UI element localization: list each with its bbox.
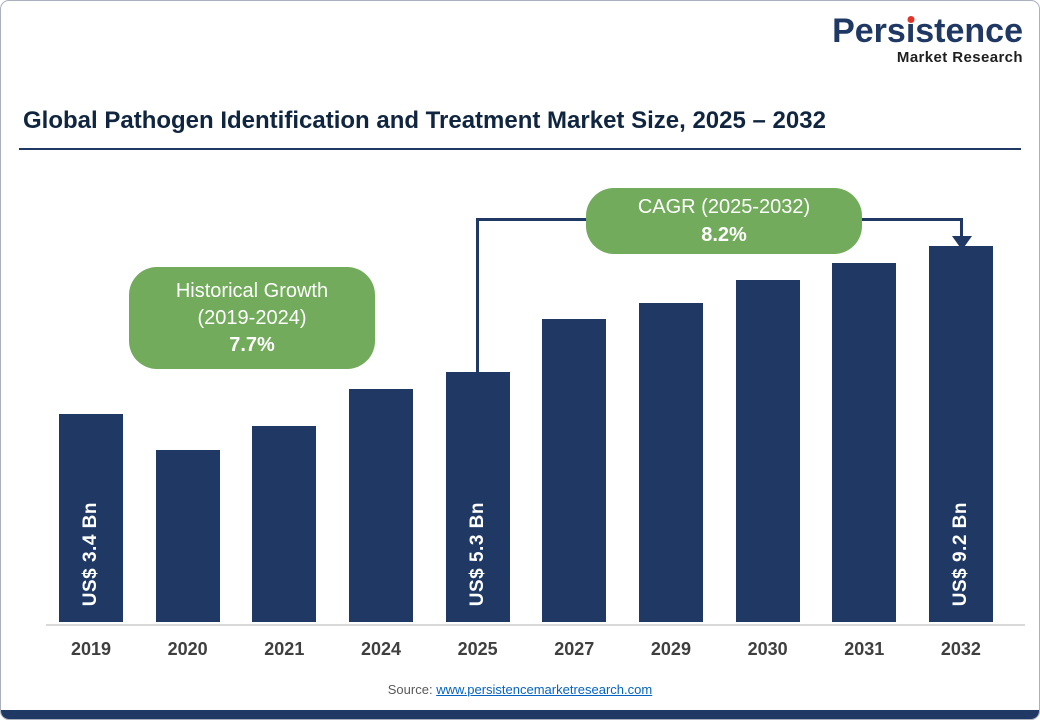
brand-logo: Persı stence Market Research (832, 14, 1023, 65)
bar-2021 (252, 426, 317, 622)
brand-wordmark: Persı stence (832, 14, 1023, 48)
historical-growth-line2: (2019-2024) (197, 306, 307, 329)
page-title: Global Pathogen Identification and Treat… (23, 107, 826, 134)
year-label-2030: 2030 (747, 639, 788, 659)
year-label-2020: 2020 (167, 639, 208, 659)
historical-growth-value: 7.7% (229, 333, 275, 356)
bar-slot-2032: US$ 9.2 Bn (928, 246, 993, 622)
bar-slot-2020 (155, 450, 220, 622)
bar-2020 (155, 450, 220, 622)
red-dot-icon (907, 16, 915, 23)
title-underline (19, 148, 1021, 150)
bar-2031 (832, 263, 897, 622)
years-row: 2019 2020 2021 2024 2025 2027 2029 2030 2031 2032 (59, 639, 993, 660)
source-label: Source: (387, 682, 437, 697)
connector-line-left-horizontal (476, 218, 592, 221)
bar-value-label-2032: US$ 9.2 Bn (949, 501, 971, 606)
historical-growth-callout: Historical Growth (2019-2024) 7.7% (129, 267, 375, 369)
bar-slot-2030 (735, 280, 800, 622)
x-axis-line (46, 624, 1025, 626)
bar-slot-2021 (252, 426, 317, 622)
bar-value-label-2025: US$ 5.3 Bn (466, 501, 488, 606)
connector-line-2032-vertical (960, 218, 963, 238)
year-label-2019: 2019 (70, 639, 112, 659)
year-label-2032: 2032 (940, 639, 981, 659)
brand-wordmark-pre: Pers (832, 12, 906, 50)
bar-slot-2029 (638, 303, 703, 622)
bottom-accent-bar (1, 710, 1039, 719)
bar-2019: US$ 3.4 Bn (59, 414, 123, 622)
source-line: Source: www.persistencemarketresearch.co… (1, 682, 1039, 697)
bar-2029 (638, 303, 703, 622)
bar-slot-2019: US$ 3.4 Bn (59, 414, 123, 622)
year-label-2025: 2025 (457, 639, 498, 659)
cagr-line1: CAGR (2025-2032) (637, 196, 811, 218)
bar-2025: US$ 5.3 Bn (445, 372, 510, 622)
brand-wordmark-post: stence (915, 12, 1023, 50)
brand-i-letter: ı (906, 14, 915, 48)
historical-growth-line1: Historical Growth (175, 279, 329, 302)
bar-value-label-2019: US$ 3.4 Bn (80, 501, 101, 606)
bar-slot-2031 (832, 263, 897, 622)
brand-subtitle: Market Research (896, 49, 1023, 66)
year-label-2027: 2027 (554, 639, 595, 659)
bar-2032: US$ 9.2 Bn (928, 246, 993, 622)
cagr-callout: CAGR (2025-2032) 8.2% (586, 188, 862, 254)
connector-line-2025-vertical (476, 218, 479, 376)
bar-2030 (735, 280, 800, 622)
year-label-2024: 2024 (360, 639, 401, 659)
cagr-value: 8.2% (701, 224, 747, 246)
bars-row: US$ 3.4 Bn US$ 5.3 Bn US$ 9.2 Bn (59, 222, 993, 622)
year-label-2031: 2031 (844, 639, 885, 659)
bar-2024 (348, 389, 413, 622)
brand-i-glyph: ı (905, 12, 916, 50)
bar-slot-2027 (542, 319, 607, 622)
year-label-2029: 2029 (650, 639, 691, 659)
year-label-2021: 2021 (264, 639, 305, 659)
bar-slot-2025: US$ 5.3 Bn (445, 372, 510, 622)
connector-line-right-horizontal (857, 218, 963, 221)
source-link[interactable]: www.persistencemarketresearch.com (436, 682, 653, 697)
bar-2027 (542, 319, 607, 622)
bar-slot-2024 (348, 389, 413, 622)
